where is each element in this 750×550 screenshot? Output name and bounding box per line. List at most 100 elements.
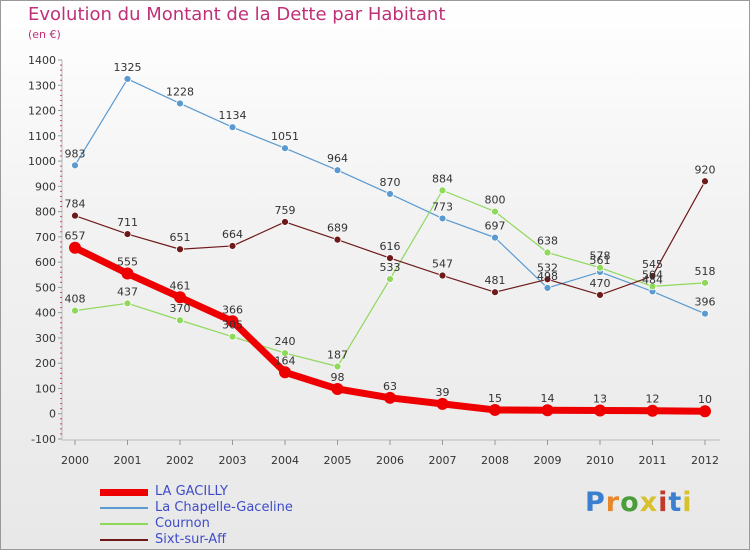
data-label: 408: [65, 293, 86, 306]
data-label: 532: [537, 261, 558, 274]
data-label: 555: [117, 256, 138, 269]
data-point: [541, 404, 554, 417]
data-point: [69, 241, 81, 254]
data-label: 366: [222, 303, 243, 316]
x-tick-label: 2012: [691, 454, 719, 467]
data-point: [71, 161, 79, 170]
data-point: [281, 144, 289, 153]
x-tick-label: 2009: [534, 454, 562, 467]
data-label: 470: [590, 277, 611, 290]
data-point: [543, 275, 552, 284]
x-tick-label: 2008: [481, 454, 509, 467]
data-label: 484: [642, 273, 663, 286]
data-point: [701, 309, 709, 318]
data-label: 697: [485, 220, 506, 233]
data-point: [386, 254, 394, 262]
data-point: [436, 397, 449, 410]
data-label: 545: [642, 258, 663, 271]
data-label: 616: [380, 240, 401, 253]
data-point: [596, 291, 604, 299]
legend-swatch-sixt-sur-aff: [100, 539, 148, 541]
data-label: 920: [695, 163, 716, 176]
data-point: [123, 299, 132, 308]
chart-title: Evolution du Montant de la Dette par Hab…: [28, 4, 446, 25]
data-point: [699, 405, 711, 418]
y-tick-label: 1300: [28, 79, 56, 92]
y-tick-label: 600: [35, 256, 56, 269]
proxiti-logo: Proxiti: [585, 487, 693, 518]
x-tick-label: 2004: [271, 454, 299, 467]
y-tick-label: 400: [35, 307, 56, 320]
data-label: 651: [170, 231, 191, 244]
data-label: 561: [590, 254, 611, 267]
data-point: [596, 263, 604, 272]
data-point: [281, 218, 289, 226]
data-point: [648, 272, 657, 280]
data-point: [386, 275, 394, 283]
data-point: [333, 166, 342, 175]
logo-letter: t: [668, 487, 683, 518]
data-label: 773: [432, 200, 453, 213]
x-tick-label: 2001: [114, 454, 142, 467]
data-label: 12: [646, 393, 660, 406]
data-label: 664: [222, 228, 243, 241]
data-label: 983: [65, 147, 86, 160]
data-label: 689: [327, 222, 348, 235]
data-point: [648, 282, 657, 291]
data-point: [71, 211, 79, 220]
data-point: [438, 271, 447, 280]
data-label: 98: [331, 371, 345, 384]
data-label: 504: [642, 268, 663, 281]
logo-letter: r: [605, 487, 621, 518]
data-point: [386, 190, 394, 198]
data-label: 498: [537, 270, 558, 283]
data-label: 10: [698, 393, 712, 406]
y-tick-label: 100: [35, 382, 56, 395]
legend-swatch-la-gacilly: [100, 489, 148, 496]
y-tick-label: 500: [35, 281, 56, 294]
data-point: [71, 306, 79, 315]
data-label: 396: [695, 296, 716, 309]
y-tick-label: 900: [35, 180, 56, 193]
data-label: 1051: [271, 130, 299, 143]
data-label: 481: [485, 274, 506, 287]
data-label: 657: [65, 230, 86, 243]
data-point: [543, 248, 552, 257]
logo-letter: x: [639, 487, 659, 518]
logo-letter: P: [585, 487, 606, 518]
x-tick-label: 2005: [324, 454, 352, 467]
x-tick-label: 2003: [219, 454, 247, 467]
data-point: [594, 404, 606, 417]
data-label: 1325: [114, 61, 142, 74]
y-tick-label: 300: [35, 332, 56, 345]
data-label: 164: [275, 354, 296, 367]
data-label: 437: [117, 285, 138, 298]
y-tick-label: 1200: [28, 105, 56, 118]
data-label: 39: [436, 386, 450, 399]
data-label: 370: [170, 302, 191, 315]
x-tick-label: 2007: [429, 454, 457, 467]
data-point: [646, 404, 659, 417]
data-label: 305: [222, 319, 243, 332]
data-label: 518: [695, 265, 716, 278]
data-point: [281, 349, 289, 357]
data-point: [121, 267, 134, 280]
data-point: [438, 214, 447, 223]
data-label: 14: [541, 392, 555, 405]
data-label: 240: [275, 335, 296, 348]
data-point: [176, 245, 184, 254]
data-label: 63: [383, 380, 397, 393]
data-label: 784: [65, 198, 86, 211]
data-point: [384, 391, 396, 404]
y-tick-label: 0: [49, 408, 56, 421]
data-point: [543, 284, 552, 292]
data-label: 884: [432, 172, 453, 185]
legend-label-la-chapelle-gaceline: La Chapelle-Gaceline: [155, 500, 293, 515]
x-tick-label: 2010: [586, 454, 614, 467]
data-label: 461: [170, 279, 191, 292]
data-point: [438, 186, 447, 195]
data-label: 547: [432, 258, 453, 271]
y-tick-label: -100: [31, 433, 56, 446]
y-tick-label: 1100: [28, 130, 56, 143]
data-label: 13: [593, 392, 607, 405]
